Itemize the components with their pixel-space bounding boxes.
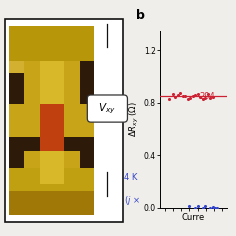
Point	[201, 97, 205, 101]
Point	[193, 206, 197, 210]
Bar	[24, 151, 80, 184]
Bar	[9, 104, 40, 137]
Bar	[40, 61, 64, 184]
Point	[171, 93, 175, 96]
X-axis label: Curre: Curre	[182, 213, 205, 222]
Point	[208, 206, 212, 210]
Bar	[40, 151, 64, 184]
Point	[167, 97, 171, 101]
Bar	[9, 191, 94, 215]
Point	[206, 92, 210, 95]
Point	[191, 94, 195, 98]
Bar	[9, 26, 94, 215]
Text: 294: 294	[199, 92, 215, 101]
Point	[213, 206, 217, 209]
Point	[206, 208, 210, 212]
Y-axis label: $\Delta R_{xy}$ ($\Omega$): $\Delta R_{xy}$ ($\Omega$)	[128, 101, 141, 137]
Bar	[40, 61, 64, 104]
Point	[211, 95, 215, 98]
Point	[198, 95, 202, 99]
Point	[211, 205, 215, 209]
Point	[196, 204, 200, 208]
Point	[186, 97, 190, 101]
Point	[188, 96, 192, 100]
Point	[178, 91, 182, 95]
Bar	[64, 104, 94, 137]
Bar	[5, 19, 123, 222]
Point	[198, 208, 202, 211]
Bar	[24, 61, 80, 104]
Point	[183, 94, 187, 98]
Text: b: b	[136, 9, 145, 22]
Text: 4 K: 4 K	[124, 173, 138, 182]
Text: $V_{xy}$: $V_{xy}$	[98, 101, 116, 116]
Bar	[9, 61, 33, 73]
Point	[193, 93, 197, 97]
Point	[188, 204, 191, 208]
Point	[191, 209, 195, 212]
Bar	[9, 168, 94, 191]
Point	[216, 206, 219, 210]
Point	[203, 205, 207, 208]
FancyBboxPatch shape	[87, 95, 127, 122]
Point	[176, 93, 180, 97]
Point	[173, 95, 177, 98]
Point	[201, 206, 205, 210]
Point	[196, 92, 200, 96]
Point	[181, 94, 185, 98]
Point	[203, 96, 207, 100]
Bar	[9, 26, 94, 61]
Point	[208, 96, 212, 100]
Text: $(j\,\times$: $(j\,\times$	[124, 194, 141, 207]
